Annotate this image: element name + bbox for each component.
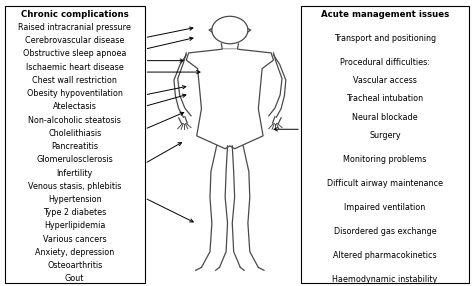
Text: Transport and positioning: Transport and positioning [334,34,436,43]
Text: Impaired ventilation: Impaired ventilation [345,203,426,212]
Text: Haemodynamic instability: Haemodynamic instability [332,275,438,284]
Text: Atelectasis: Atelectasis [53,102,97,111]
Text: Procedural difficulties:: Procedural difficulties: [340,58,430,67]
Bar [5,6,145,283]
Text: Surgery: Surgery [369,131,401,140]
Text: Obstructive sleep apnoea: Obstructive sleep apnoea [23,49,127,58]
Text: Non-alcoholic steatosis: Non-alcoholic steatosis [28,116,121,125]
Text: Infertility: Infertility [56,168,93,178]
Text: Tracheal intubation: Tracheal intubation [346,94,424,104]
Text: Anxiety, depression: Anxiety, depression [35,248,114,257]
Text: Various cancers: Various cancers [43,235,107,244]
Text: Glomerulosclerosis: Glomerulosclerosis [36,155,113,164]
Text: Ischaemic heart disease: Ischaemic heart disease [26,63,124,72]
Text: Monitoring problems: Monitoring problems [344,155,427,164]
Text: Pancreatitis: Pancreatitis [51,142,98,151]
Text: Vascular access: Vascular access [353,76,417,85]
Text: Disordered gas exchange: Disordered gas exchange [334,227,437,236]
Text: Osteoarthritis: Osteoarthritis [47,261,102,270]
Text: Venous stasis, phlebitis: Venous stasis, phlebitis [28,182,121,191]
Text: Gout: Gout [65,274,84,283]
PathPatch shape [186,49,273,149]
Text: Altered pharmacokinetics: Altered pharmacokinetics [333,251,437,260]
Text: Acute management issues: Acute management issues [321,10,449,19]
Text: Hypertension: Hypertension [48,195,101,204]
Text: Hyperlipidemia: Hyperlipidemia [44,221,105,231]
Bar [301,6,469,283]
Text: Cholelithiasis: Cholelithiasis [48,129,101,138]
Text: Chest wall restriction: Chest wall restriction [32,76,117,85]
Text: Obesity hypoventilation: Obesity hypoventilation [27,89,123,98]
Text: Difficult airway maintenance: Difficult airway maintenance [327,179,443,188]
Text: Neural blockade: Neural blockade [352,113,418,122]
Text: Type 2 diabetes: Type 2 diabetes [43,208,106,217]
Ellipse shape [212,16,248,44]
Text: Cerebrovascular disease: Cerebrovascular disease [25,36,124,45]
Text: Raised intracranial pressure: Raised intracranial pressure [18,23,131,32]
Text: Chronic complications: Chronic complications [21,10,128,19]
